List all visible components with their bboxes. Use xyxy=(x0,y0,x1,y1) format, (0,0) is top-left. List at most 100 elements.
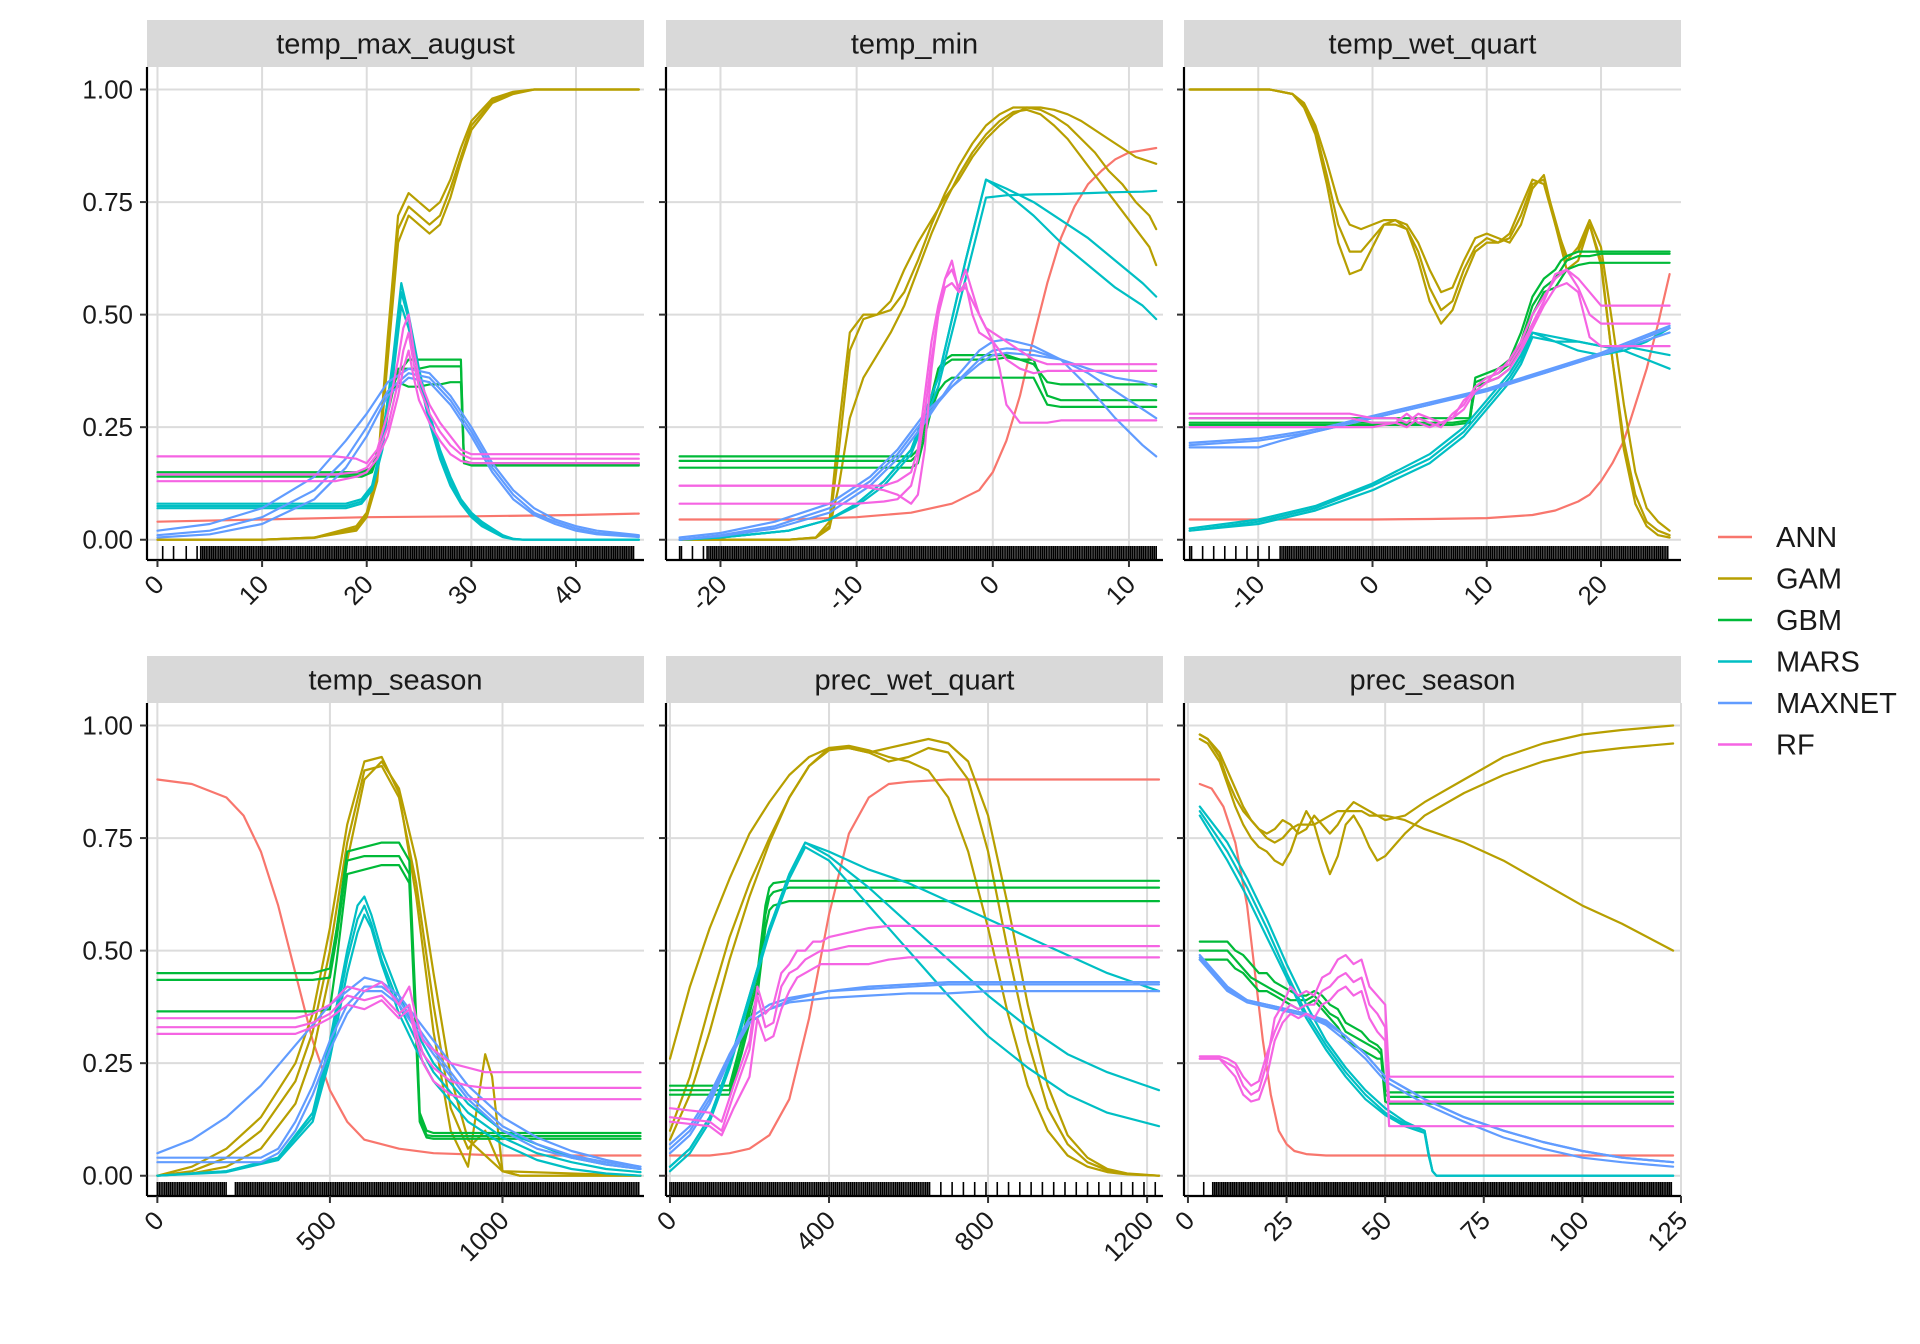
series-line-rf xyxy=(1188,268,1671,424)
rug-marks xyxy=(669,1182,1157,1196)
legend-label: ANN xyxy=(1776,522,1837,554)
y-tick-label: 0.25 xyxy=(82,1048,133,1078)
series-line-ann xyxy=(1198,782,1675,1157)
series-line-mars xyxy=(668,846,1161,1173)
series-line-ann xyxy=(156,512,640,523)
series-line-gbm xyxy=(156,855,642,1138)
series-line-rf xyxy=(668,924,1161,1123)
series-line-maxnet xyxy=(668,983,1161,1150)
facet-strip xyxy=(1184,656,1681,703)
series-line-gbm xyxy=(678,376,1158,469)
series-line-rf xyxy=(1198,985,1675,1128)
series-line-gam xyxy=(156,88,640,541)
y-tick-label: 0.00 xyxy=(82,1161,133,1191)
y-tick-label: 0.75 xyxy=(82,823,133,853)
legend-item-ann: ANN xyxy=(1718,522,1837,554)
series-line-gam xyxy=(1188,88,1671,537)
legend-item-maxnet: MAXNET xyxy=(1718,688,1897,720)
facet-strip xyxy=(666,656,1163,703)
facet-strip xyxy=(147,656,644,703)
y-tick-label: 0.75 xyxy=(82,187,133,217)
series-line-gam xyxy=(668,744,1161,1177)
series-line-rf xyxy=(156,331,640,476)
facet-strip-label: temp_wet_quart xyxy=(1329,29,1537,61)
series-line-gam xyxy=(1198,737,1675,876)
legend-item-gam: GAM xyxy=(1718,564,1842,596)
series-line-mars xyxy=(156,913,642,1177)
series-line-gbm xyxy=(1198,958,1675,1105)
facet-strip xyxy=(147,20,644,67)
series-line-gbm xyxy=(668,886,1161,1092)
series-line-maxnet xyxy=(668,981,1161,1155)
series-line-rf xyxy=(1198,954,1675,1096)
series-line-rf xyxy=(668,945,1161,1132)
facet-strip-label: prec_season xyxy=(1349,665,1515,697)
facet-strip-label: temp_min xyxy=(851,29,978,61)
series-line-gam xyxy=(156,764,642,1177)
series-line-maxnet xyxy=(678,347,1158,541)
series-line-rf xyxy=(156,313,640,465)
y-tick-label: 0.50 xyxy=(82,300,133,330)
series-line-mars xyxy=(156,904,642,1177)
series-line-rf xyxy=(156,349,640,483)
series-line-rf xyxy=(1188,268,1671,429)
series-line-gbm xyxy=(668,900,1161,1096)
series-line-mars xyxy=(1198,814,1675,1177)
legend-item-rf: RF xyxy=(1718,730,1815,762)
series-line-ann xyxy=(1188,273,1671,521)
y-tick-label: 1.00 xyxy=(82,711,133,741)
series-line-gam xyxy=(1198,733,1675,952)
rug-marks xyxy=(1188,546,1669,560)
facet-strip-label: temp_max_august xyxy=(276,29,515,61)
series-line-mars xyxy=(156,304,640,541)
series-line-gam xyxy=(678,108,1158,541)
series-line-gbm xyxy=(1198,940,1675,1094)
series-line-maxnet xyxy=(156,976,642,1168)
facet-strip xyxy=(666,20,1163,67)
series-line-maxnet xyxy=(156,372,640,538)
series-line-maxnet xyxy=(1198,956,1675,1164)
y-tick-label: 0.25 xyxy=(82,412,133,442)
y-tick-label: 0.00 xyxy=(82,525,133,555)
series-line-maxnet xyxy=(156,990,642,1171)
series-line-rf xyxy=(678,268,1158,487)
legend-label: GAM xyxy=(1776,564,1842,596)
legend: ANN GAM GBM MARS MAXNET RF xyxy=(1718,522,1897,762)
facet-strip-label: prec_wet_quart xyxy=(815,665,1015,697)
series-line-gam xyxy=(1188,88,1671,532)
legend-label: MARS xyxy=(1776,647,1860,679)
series-line-maxnet xyxy=(1198,958,1675,1168)
series-line-mars xyxy=(678,189,1158,541)
y-tick-label: 1.00 xyxy=(82,75,133,105)
series-line-rf xyxy=(156,994,642,1089)
series-line-maxnet xyxy=(1188,324,1671,444)
series-line-maxnet xyxy=(156,376,640,539)
legend-item-mars: MARS xyxy=(1718,647,1860,679)
legend-label: GBM xyxy=(1776,605,1842,637)
series-line-gbm xyxy=(156,841,642,1135)
facet-strip xyxy=(1184,20,1681,67)
legend-label: MAXNET xyxy=(1776,688,1897,720)
facet-strip-label: temp_season xyxy=(308,665,482,697)
series-line-mars xyxy=(668,841,1161,1168)
series-line-gbm xyxy=(678,356,1158,462)
series-line-rf xyxy=(668,956,1161,1137)
series-line-maxnet xyxy=(156,985,642,1168)
series-line-rf xyxy=(1198,972,1675,1103)
series-line-rf xyxy=(156,981,642,1074)
series-line-gam xyxy=(1198,724,1675,835)
rug-marks xyxy=(156,1182,640,1196)
series-line-gam xyxy=(668,737,1161,1177)
series-line-gam xyxy=(678,106,1158,541)
series-line-ann xyxy=(156,778,642,1157)
series-line-gbm xyxy=(668,879,1161,1087)
rug-marks xyxy=(678,546,1157,560)
y-tick-label: 0.50 xyxy=(82,936,133,966)
series-line-gam xyxy=(678,106,1158,541)
legend-label: RF xyxy=(1776,730,1815,762)
